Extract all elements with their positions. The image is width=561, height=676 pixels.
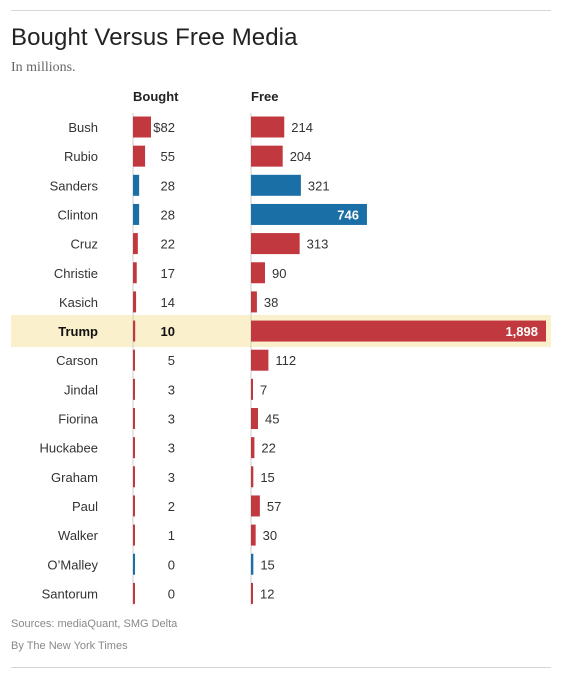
- free-bar: [251, 582, 253, 604]
- bought-value-label: 5: [168, 353, 175, 368]
- candidate-label: Clinton: [58, 207, 98, 222]
- candidate-label: Christie: [54, 266, 98, 281]
- bought-bar: [133, 349, 135, 371]
- free-bar: [251, 233, 300, 255]
- free-bar: [251, 466, 254, 488]
- free-bar: [251, 291, 257, 313]
- free-value-label: 30: [263, 528, 277, 543]
- bought-value-label: 3: [168, 382, 175, 397]
- free-value-label: 15: [260, 470, 274, 485]
- candidate-label: Graham: [51, 470, 98, 485]
- candidate-label: Walker: [58, 528, 99, 543]
- free-bar: [251, 145, 283, 167]
- bottom-rule: [11, 667, 551, 668]
- free-value-label: 313: [307, 237, 329, 252]
- free-value-label: 112: [275, 353, 296, 368]
- bought-value-label: $82: [153, 120, 175, 135]
- bought-value-label: 22: [161, 237, 175, 252]
- free-bar: [251, 320, 546, 342]
- free-bar: [251, 203, 367, 225]
- candidate-label: Kasich: [59, 295, 98, 310]
- bought-bar: [133, 203, 140, 225]
- bought-value-label: 3: [168, 441, 175, 456]
- sources-note: Sources: mediaQuant, SMG Delta: [11, 618, 178, 630]
- bought-bar: [133, 116, 151, 138]
- bought-value-label: 3: [168, 412, 175, 427]
- bought-value-label: 1: [168, 528, 175, 543]
- bought-bar: [133, 437, 135, 459]
- free-value-label: 57: [267, 499, 281, 514]
- free-value-label: 15: [260, 557, 274, 572]
- candidate-label: Rubio: [64, 149, 98, 164]
- bought-bar: [133, 145, 146, 167]
- candidate-label: Bush: [68, 120, 98, 135]
- candidate-label: Fiorina: [58, 412, 99, 427]
- bought-value-label: 14: [161, 295, 175, 310]
- free-value-label: 7: [260, 382, 267, 397]
- bought-bar: [133, 378, 135, 400]
- bought-column-header: Bought: [133, 89, 179, 104]
- free-value-label: 90: [272, 266, 286, 281]
- free-bar: [251, 553, 254, 575]
- bought-bar: [133, 408, 135, 429]
- free-value-label: 321: [308, 178, 330, 193]
- bought-value-label: 0: [168, 557, 175, 572]
- bought-value-label: 28: [161, 207, 175, 222]
- candidate-label: Carson: [56, 353, 98, 368]
- free-bar: [251, 495, 260, 517]
- bought-bar: [133, 466, 135, 488]
- free-value-label: 45: [265, 412, 279, 427]
- bought-value-label: 55: [161, 149, 175, 164]
- candidate-label: Cruz: [71, 237, 98, 252]
- candidate-label: Sanders: [50, 178, 99, 193]
- free-value-label: 214: [291, 120, 313, 135]
- bought-bar: [133, 262, 137, 284]
- free-value-label: 38: [264, 295, 278, 310]
- free-bar: [251, 262, 265, 284]
- free-bar: [251, 174, 301, 196]
- free-bar: [251, 524, 256, 546]
- free-bar: [251, 349, 269, 371]
- free-column-header: Free: [251, 89, 279, 104]
- bought-bar: [133, 233, 138, 255]
- free-value-label: 22: [261, 441, 275, 456]
- bought-value-label: 28: [161, 178, 175, 193]
- free-value-label: 746: [337, 207, 359, 222]
- bought-bar: [133, 320, 136, 342]
- chart-title: Bought Versus Free Media: [11, 24, 298, 51]
- bought-bar: [133, 524, 135, 546]
- candidate-label: O’Malley: [47, 557, 98, 572]
- bought-bar: [133, 553, 135, 575]
- free-bar: [251, 437, 255, 459]
- candidate-label: Huckabee: [39, 441, 98, 456]
- free-bar: [251, 116, 285, 138]
- bought-value-label: 10: [161, 324, 175, 339]
- bought-bar: [133, 291, 137, 313]
- bought-bar: [133, 174, 140, 196]
- free-value-label: 1,898: [505, 324, 538, 339]
- free-bar: [251, 378, 253, 400]
- bought-value-label: 3: [168, 470, 175, 485]
- candidate-label: Trump: [58, 324, 98, 339]
- candidate-label: Paul: [72, 499, 98, 514]
- bought-value-label: 0: [168, 586, 175, 601]
- chart-subtitle: In millions.: [11, 60, 76, 75]
- bought-value-label: 2: [168, 499, 175, 514]
- candidate-label: Jindal: [64, 382, 98, 397]
- free-value-label: 12: [260, 586, 274, 601]
- bought-value-label: 17: [161, 266, 175, 281]
- top-rule: [11, 10, 551, 11]
- free-value-label: 204: [290, 149, 312, 164]
- byline: By The New York Times: [11, 640, 128, 652]
- bought-bar: [133, 582, 135, 604]
- candidate-label: Santorum: [42, 586, 98, 601]
- free-bar: [251, 408, 258, 429]
- bought-bar: [133, 495, 135, 517]
